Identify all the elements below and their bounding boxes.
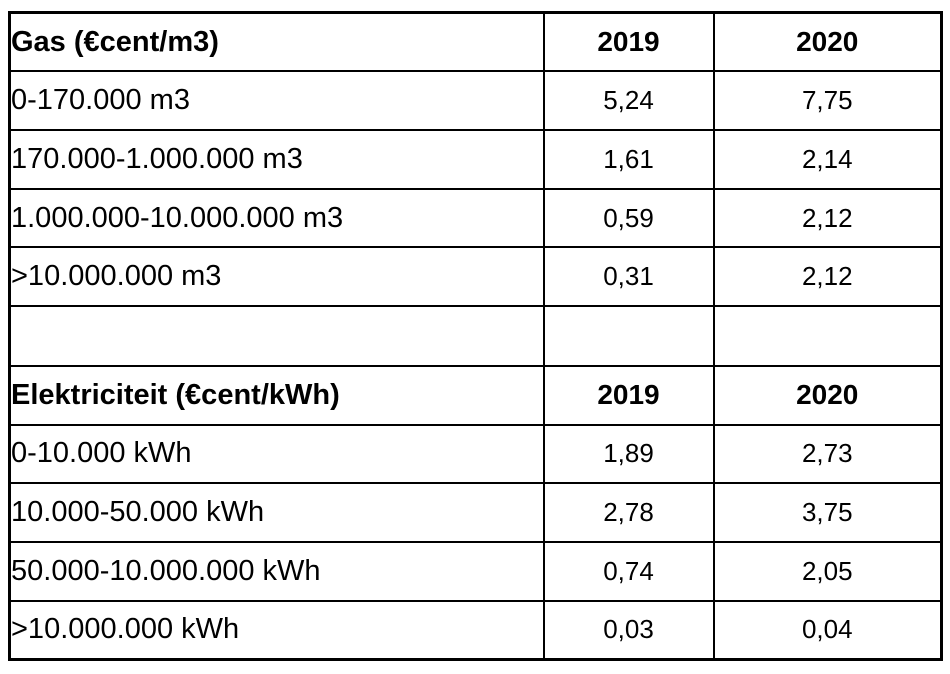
empty-cell <box>8 305 545 367</box>
gas-tier-2020-value: 7,75 <box>712 70 943 131</box>
gas-tier-label: 1.000.000-10.000.000 m3 <box>8 187 545 249</box>
empty-cell <box>712 305 943 367</box>
table-row: 1.000.000-10.000.000 m3 0,59 2,12 <box>8 187 943 249</box>
electricity-tier-2020-value: 2,73 <box>712 423 943 485</box>
electricity-tier-label: 50.000-10.000.000 kWh <box>8 541 545 602</box>
electricity-tier-label: 0-10.000 kWh <box>8 423 545 485</box>
gas-tier-2019-value: 1,61 <box>542 128 715 190</box>
gas-tier-2020-value: 2,12 <box>712 187 943 249</box>
electricity-tier-2019-value: 0,74 <box>542 541 715 602</box>
gas-tier-label: 0-170.000 m3 <box>8 70 545 131</box>
table-row: 50.000-10.000.000 kWh 0,74 2,05 <box>8 541 943 602</box>
gas-header-row: Gas (€cent/m3) 2019 2020 <box>8 11 943 73</box>
table-row: 0-10.000 kWh 1,89 2,73 <box>8 423 943 485</box>
electricity-tier-label: >10.000.000 kWh <box>8 599 545 661</box>
table-row: 10.000-50.000 kWh 2,78 3,75 <box>8 482 943 543</box>
electricity-tier-2019-value: 1,89 <box>542 423 715 485</box>
gas-tier-2019-value: 0,59 <box>542 187 715 249</box>
electricity-section-title: Elektriciteit (€cent/kWh) <box>8 364 545 426</box>
electricity-year-2019-header: 2019 <box>542 364 715 426</box>
electricity-tier-2020-value: 3,75 <box>712 482 943 543</box>
empty-cell <box>542 305 715 367</box>
electricity-tier-label: 10.000-50.000 kWh <box>8 482 545 543</box>
electricity-tier-2020-value: 2,05 <box>712 541 943 602</box>
electricity-tier-2019-value: 2,78 <box>542 482 715 543</box>
electricity-year-2020-header: 2020 <box>712 364 943 426</box>
gas-section-title: Gas (€cent/m3) <box>8 11 545 73</box>
gas-tier-label: >10.000.000 m3 <box>8 246 545 308</box>
electricity-tier-2020-value: 0,04 <box>712 599 943 661</box>
table-row: 0-170.000 m3 5,24 7,75 <box>8 70 943 131</box>
table-row: >10.000.000 kWh 0,03 0,04 <box>8 599 943 661</box>
separator-row <box>8 305 943 367</box>
electricity-header-row: Elektriciteit (€cent/kWh) 2019 2020 <box>8 364 943 426</box>
gas-tier-2019-value: 5,24 <box>542 70 715 131</box>
electricity-tier-2019-value: 0,03 <box>542 599 715 661</box>
gas-year-2019-header: 2019 <box>542 11 715 73</box>
energy-tariff-table: Gas (€cent/m3) 2019 2020 0-170.000 m3 5,… <box>8 11 943 661</box>
gas-tier-2020-value: 2,14 <box>712 128 943 190</box>
gas-tier-2019-value: 0,31 <box>542 246 715 308</box>
gas-year-2020-header: 2020 <box>712 11 943 73</box>
gas-tier-label: 170.000-1.000.000 m3 <box>8 128 545 190</box>
gas-tier-2020-value: 2,12 <box>712 246 943 308</box>
table-row: >10.000.000 m3 0,31 2,12 <box>8 246 943 308</box>
table-row: 170.000-1.000.000 m3 1,61 2,14 <box>8 128 943 190</box>
